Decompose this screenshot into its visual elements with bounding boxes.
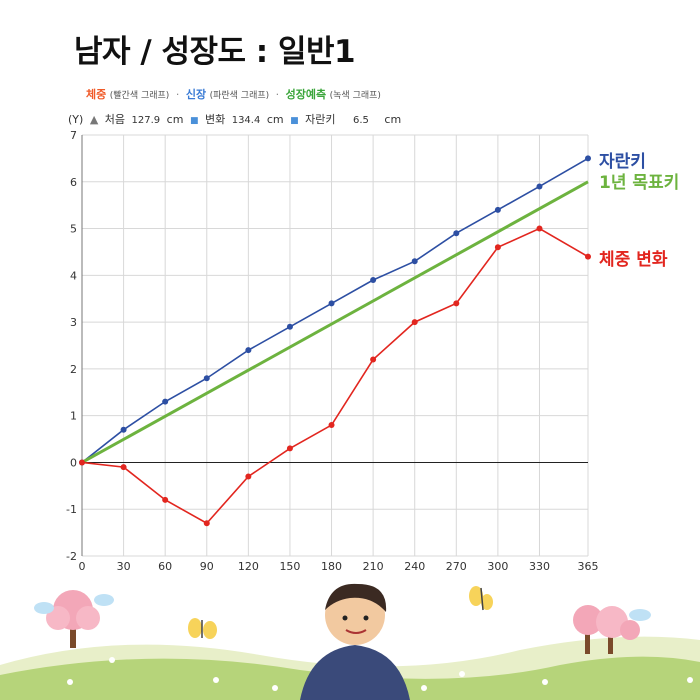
bullet-icon: ■ xyxy=(290,116,299,126)
data-point xyxy=(245,347,252,354)
axes: 0 30 60 90 120 150 180 210 240 270 300 330 365-2-101… xyxy=(66,129,598,573)
data-point xyxy=(453,230,460,237)
x-tick-label: 90 xyxy=(200,560,214,573)
data-point xyxy=(536,225,543,232)
growth-chart: 0 30 60 90 120 150 180 210 240 270 300 330 365-2-101… xyxy=(66,129,598,573)
data-point xyxy=(453,300,460,307)
data-point xyxy=(328,300,335,307)
change-label: 변화 xyxy=(204,113,226,126)
change-unit: cm xyxy=(266,113,284,126)
data-point xyxy=(328,422,335,429)
data-point xyxy=(162,398,169,405)
x-tick-label: 180 xyxy=(321,560,342,573)
data-point xyxy=(494,244,501,251)
data-point xyxy=(120,426,127,433)
legend-weight-word: 체중 xyxy=(86,88,107,101)
data-point xyxy=(286,323,293,330)
legend-predict-word: 성장예측 xyxy=(285,88,327,101)
data-point xyxy=(411,258,418,265)
data-point xyxy=(162,496,169,503)
grid xyxy=(81,134,589,557)
side-label-height: 자란키 xyxy=(599,152,646,172)
data-point xyxy=(245,473,252,480)
y-tick-label: -2 xyxy=(66,550,77,563)
butterfly-icon xyxy=(188,618,217,639)
grown-label: 자란키 xyxy=(305,113,336,126)
child-illustration-icon xyxy=(300,583,410,700)
data-point xyxy=(286,445,293,452)
up-arrow-icon: ▲ xyxy=(89,113,99,126)
start-label: 처음 xyxy=(104,113,126,126)
y-tick-label: 6 xyxy=(70,176,77,189)
y-unit-label: (Y) xyxy=(68,113,84,126)
side-label-target: 1년 목표키 xyxy=(599,173,680,193)
flower-icon xyxy=(67,657,693,691)
legend-weight-sub: (빨간색 그래프) xyxy=(109,91,170,101)
y-tick-label: 4 xyxy=(70,269,77,282)
y-tick-label: 5 xyxy=(70,223,77,236)
legend-height-word: 신장 xyxy=(185,88,207,101)
y-tick-label: 7 xyxy=(70,129,77,142)
data-point xyxy=(203,375,210,382)
x-tick-label: 330 xyxy=(529,560,550,573)
x-tick-label: 270 xyxy=(446,560,467,573)
data-point xyxy=(120,464,127,471)
cloud-icon xyxy=(34,594,651,621)
start-value: 127.9 xyxy=(131,115,161,126)
x-tick-label: 0 xyxy=(79,560,86,573)
grown-value: 6.5 xyxy=(353,115,369,126)
x-tick-label: 120 xyxy=(238,560,259,573)
x-tick-label: 60 xyxy=(158,560,172,573)
x-tick-label: 150 xyxy=(279,560,300,573)
y-tick-label: 2 xyxy=(70,363,77,376)
data-point xyxy=(585,253,591,260)
x-tick-label: 210 xyxy=(363,560,384,573)
bullet-icon: ■ xyxy=(189,116,199,126)
y-tick-label: 0 xyxy=(70,456,77,469)
legend: 체중 (빨간색 그래프) · 신장 (파란색 그래프) · 성장예측 (녹색 그… xyxy=(86,86,381,102)
legend-predict-sub: (녹색 그래프) xyxy=(329,91,381,101)
page-title: 남자 / 성장도 : 일반1 xyxy=(74,34,356,70)
change-value: 134.4 xyxy=(231,115,261,126)
tree-right-icon xyxy=(573,605,640,654)
y-tick-label: -1 xyxy=(66,503,77,516)
x-tick-label: 300 xyxy=(487,560,508,573)
data-point xyxy=(79,459,85,466)
y-tick-label: 1 xyxy=(70,410,77,423)
data-point xyxy=(203,520,210,527)
data-point xyxy=(536,183,543,190)
x-tick-label: 365 xyxy=(578,560,599,573)
data-point xyxy=(411,319,418,326)
legend-separator: · xyxy=(175,88,180,101)
series-line-체중 변화 xyxy=(81,227,589,525)
side-label-weight: 체중 변화 xyxy=(599,250,668,270)
grown-unit: cm xyxy=(384,113,402,126)
data-point xyxy=(370,277,377,284)
data-point xyxy=(585,155,591,162)
series-line-자란키 xyxy=(81,157,589,464)
decorative-scene xyxy=(0,583,700,700)
tree-left-icon xyxy=(46,590,100,648)
legend-separator: · xyxy=(275,88,280,101)
data-point xyxy=(494,206,501,213)
series-line-1년 목표키 xyxy=(81,180,589,464)
x-tick-label: 240 xyxy=(404,560,425,573)
legend-height-sub: (파란색 그래프) xyxy=(209,91,270,101)
y-tick-label: 3 xyxy=(70,316,77,329)
info-line: (Y) ▲ 처음 127.9 cm ■ 변화 134.4 cm ■ 자란키 6.… xyxy=(68,111,404,127)
start-unit: cm xyxy=(166,113,184,126)
data-point xyxy=(370,356,377,363)
x-tick-label: 30 xyxy=(117,560,131,573)
butterfly-icon xyxy=(469,586,493,611)
series xyxy=(79,155,591,527)
